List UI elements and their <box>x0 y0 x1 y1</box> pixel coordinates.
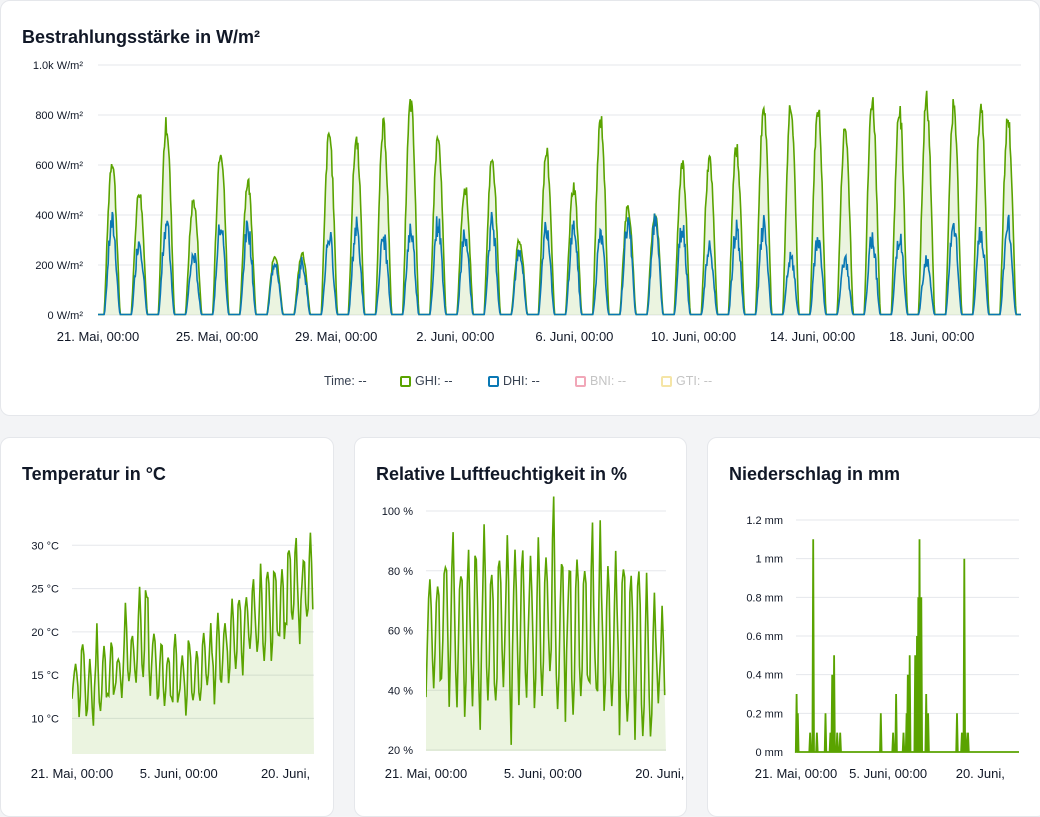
x-tick-label: 21. Mai, 00:00 <box>57 329 139 344</box>
humidity-title: Relative Luftfeuchtigkeit in % <box>376 464 628 484</box>
legend-bni-swatch <box>575 375 586 387</box>
x-tick-label: 20. Juni, <box>261 766 310 781</box>
y-tick-label: 0.8 mm <box>746 592 783 604</box>
x-tick-label: 20. Juni, <box>635 766 684 781</box>
y-tick-label: 40 % <box>388 685 413 697</box>
y-tick-label: 80 % <box>388 566 413 578</box>
irradiance-chart: 0 W/m² 200 W/m² 400 W/m² 600 W/m² 800 W/m² 1.… <box>33 60 1021 344</box>
humidity-card: Relative Luftfeuchtigkeit in % 20 % 40 % 6… <box>354 437 687 817</box>
humidity-chart: 20 % 40 % 60 % 80 % 100 % 21. Mai, 00:00 5. Ju… <box>382 496 684 781</box>
legend-bni[interactable]: BNI: -- <box>575 374 626 388</box>
y-tick-label: 0.4 mm <box>746 670 783 682</box>
series-line <box>426 496 666 745</box>
x-tick-label: 5. Juni, 00:00 <box>140 766 218 781</box>
y-tick-label: 600 W/m² <box>35 160 83 172</box>
legend-time: Time: -- <box>324 374 367 388</box>
ghi-area <box>98 90 1021 315</box>
legend-dhi[interactable]: DHI: -- <box>488 374 540 388</box>
x-tick-label: 5. Juni, 00:00 <box>504 766 582 781</box>
y-tick-label: 0 W/m² <box>48 310 84 322</box>
y-tick-label: 400 W/m² <box>35 210 83 222</box>
y-tick-label: 10 °C <box>31 713 59 725</box>
dhi-line <box>98 211 1021 316</box>
y-tick-label: 20 °C <box>31 627 59 639</box>
x-tick-label: 2. Juni, 00:00 <box>416 329 494 344</box>
temperature-card: Temperatur in °C 10 °C 15 °C 20 °C 25 °C 30 … <box>0 437 334 817</box>
irradiance-legend: Time: -- GHI: -- DHI: -- BNI: -- GTI: -- <box>1 374 1040 392</box>
x-tick-label: 21. Mai, 00:00 <box>385 766 467 781</box>
x-tick-label: 18. Juni, 00:00 <box>889 329 974 344</box>
x-tick-label: 5. Juni, 00:00 <box>849 766 927 781</box>
y-tick-label: 0 mm <box>756 747 784 759</box>
y-tick-label: 0.6 mm <box>746 631 783 643</box>
irradiance-card: Bestrahlungsstärke in W/m² 0 W/m² 200 W/m… <box>0 0 1040 416</box>
y-tick-label: 25 °C <box>31 584 59 596</box>
y-tick-label: 800 W/m² <box>35 110 83 122</box>
x-tick-label: 6. Juni, 00:00 <box>535 329 613 344</box>
legend-ghi[interactable]: GHI: -- <box>400 374 453 388</box>
temperature-title: Temperatur in °C <box>22 464 166 484</box>
x-tick-label: 10. Juni, 00:00 <box>651 329 736 344</box>
series-area <box>72 532 314 754</box>
y-tick-label: 15 °C <box>31 670 59 682</box>
x-tick-label: 21. Mai, 00:00 <box>755 766 837 781</box>
y-tick-label: 1 mm <box>756 554 784 566</box>
precipitation-chart: 0 mm 0.2 mm 0.4 mm 0.6 mm 0.8 mm 1 mm 1.2 mm 21… <box>746 515 1019 781</box>
y-tick-label: 200 W/m² <box>35 260 83 272</box>
y-tick-label: 60 % <box>388 626 413 638</box>
precipitation-line <box>794 539 1019 753</box>
y-tick-label: 1.2 mm <box>746 515 783 527</box>
irradiance-title: Bestrahlungsstärke in W/m² <box>22 27 261 47</box>
legend-dhi-swatch <box>488 375 499 387</box>
y-tick-label: 1.0k W/m² <box>33 60 83 72</box>
x-tick-label: 20. Juni, <box>956 766 1005 781</box>
ghi-line <box>98 90 1021 316</box>
x-tick-label: 14. Juni, 00:00 <box>770 329 855 344</box>
series-line <box>72 532 314 726</box>
y-tick-label: 0.2 mm <box>746 708 783 720</box>
x-tick-label: 21. Mai, 00:00 <box>31 766 113 781</box>
legend-gti[interactable]: GTI: -- <box>661 374 712 388</box>
x-tick-label: 29. Mai, 00:00 <box>295 329 377 344</box>
y-tick-label: 20 % <box>388 745 413 757</box>
x-tick-label: 25. Mai, 00:00 <box>176 329 258 344</box>
y-tick-label: 100 % <box>382 506 413 518</box>
precipitation-title: Niederschlag in mm <box>729 464 901 484</box>
legend-ghi-swatch <box>400 375 411 387</box>
y-tick-label: 30 °C <box>31 540 59 552</box>
precipitation-card: Niederschlag in mm 0 mm 0.2 mm 0.4 mm 0.6 m… <box>707 437 1040 817</box>
temperature-chart: 10 °C 15 °C 20 °C 25 °C 30 °C 21. Mai, 00:00 5… <box>31 532 314 781</box>
legend-gti-swatch <box>661 375 672 387</box>
